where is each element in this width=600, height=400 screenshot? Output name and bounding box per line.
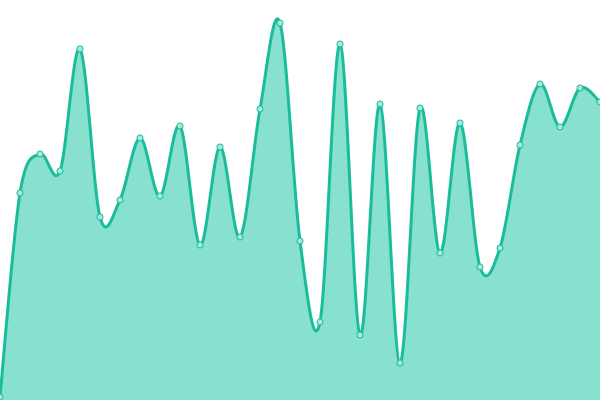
- data-point: [176, 122, 184, 130]
- data-point: [0, 393, 4, 400]
- data-point: [356, 331, 364, 339]
- data-point: [436, 249, 444, 257]
- data-point: [536, 80, 544, 88]
- data-point: [296, 237, 304, 245]
- data-point: [136, 134, 144, 142]
- data-point: [596, 98, 600, 106]
- data-point: [316, 318, 324, 326]
- data-point: [56, 167, 64, 175]
- data-point: [236, 233, 244, 241]
- data-point: [336, 40, 344, 48]
- data-point: [76, 45, 84, 53]
- data-point: [496, 244, 504, 252]
- data-point: [36, 150, 44, 158]
- data-point: [576, 84, 584, 92]
- data-point: [416, 104, 424, 112]
- series-line: [0, 17, 600, 398]
- data-point: [196, 241, 204, 249]
- data-point: [16, 189, 24, 197]
- data-point: [456, 119, 464, 127]
- data-point: [256, 105, 264, 113]
- data-point: [516, 141, 524, 149]
- data-point: [276, 19, 284, 27]
- data-point: [116, 196, 124, 204]
- area-fill: [0, 18, 600, 400]
- data-point: [396, 359, 404, 367]
- data-point: [216, 143, 224, 151]
- data-point: [556, 123, 564, 131]
- data-points: [0, 19, 600, 400]
- data-point: [156, 192, 164, 200]
- data-point: [476, 263, 484, 271]
- data-point: [376, 100, 384, 108]
- data-point: [96, 213, 104, 221]
